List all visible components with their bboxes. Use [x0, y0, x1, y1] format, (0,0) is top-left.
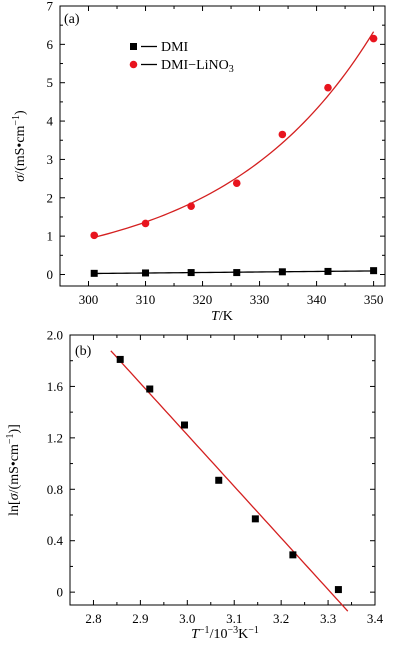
panel-b-fit-lines	[110, 350, 349, 612]
fit-line-series-0	[110, 350, 349, 612]
panel-b-frame	[69, 334, 376, 606]
x-tick-label: 3.3	[320, 611, 336, 626]
x-tick-label: 2.9	[132, 611, 148, 626]
data-point-circle	[187, 202, 195, 211]
data-point-square	[289, 551, 297, 559]
data-point-square	[142, 269, 150, 277]
panel-a-ticks: 300 310 320 330 340 350 0 1 2 3 4 5 6 7	[47, 0, 385, 307]
panel-b: 2.8 2.9 3.0 3.1 3.2 3.3 3.4 0 0.4 0.8 1.2 1.6 2.0 (b…	[5, 328, 384, 643]
panel-a-x-axis-title: T/K	[211, 309, 233, 324]
y-tick-label: 0.8	[47, 482, 63, 497]
y-tick-label: 6	[47, 37, 54, 52]
legend-dmi-lino3-label: DMI−LiNO3	[161, 58, 234, 75]
x-tick-label: 3.1	[226, 611, 242, 626]
x-tick-label: 350	[364, 292, 384, 307]
x-tick-label: 320	[193, 292, 213, 307]
data-point-square	[116, 355, 124, 363]
data-point-square	[324, 267, 332, 275]
y-tick-label: 0.4	[47, 533, 64, 548]
x-tick-label: 330	[250, 292, 270, 307]
panel-b-x-axis-title: T−1/10−3K−1	[191, 625, 259, 642]
data-point-circle	[90, 231, 99, 240]
panel-a: 300 310 320 330 340 350 0 1 2 3 4 5 6 7 (a) DMI DMI−L…	[11, 0, 386, 324]
y-tick-label: 7	[47, 0, 54, 14]
panel-b-label: (b)	[75, 344, 92, 359]
data-point-square	[146, 385, 154, 393]
panel-b-y-axis-title: ln[σ/(mS•cm−1)]	[5, 424, 22, 516]
panel-b-points	[116, 355, 342, 594]
data-point-square	[370, 267, 378, 275]
data-point-square	[180, 421, 188, 429]
panel-a-fit-lines	[94, 31, 375, 275]
x-tick-label: 310	[136, 292, 156, 307]
data-point-square	[187, 269, 195, 277]
x-tick-label: 3.2	[273, 611, 289, 626]
panel-a-label: (a)	[64, 12, 80, 27]
data-point-square	[233, 269, 241, 277]
panel-a-frame	[59, 5, 386, 287]
y-tick-label: 0	[47, 267, 54, 282]
data-point-square	[251, 515, 259, 523]
y-tick-label: 2.0	[47, 328, 63, 343]
data-point-circle	[324, 83, 332, 92]
y-tick-label: 4	[47, 114, 54, 129]
legend-dmi-marker	[130, 43, 137, 50]
data-point-square	[334, 586, 342, 594]
x-tick-label: 2.8	[85, 611, 101, 626]
data-point-circle	[232, 179, 241, 188]
y-tick-label: 0	[57, 585, 64, 600]
y-tick-label: 3	[47, 152, 54, 167]
data-point-square	[215, 476, 223, 484]
data-point-square	[278, 268, 286, 276]
y-tick-label: 2	[47, 190, 54, 205]
panel-a-legend: DMI DMI−LiNO3	[129, 40, 234, 75]
data-point-circle	[141, 219, 150, 228]
data-point-circle	[369, 34, 378, 43]
x-tick-label: 300	[79, 292, 99, 307]
y-tick-label: 1.6	[47, 379, 64, 394]
data-point-square	[90, 269, 98, 277]
data-point-circle	[278, 130, 287, 139]
legend-dmi-label: DMI	[161, 40, 189, 55]
fit-line-series-1	[94, 31, 375, 238]
panel-a-points	[90, 34, 378, 277]
y-tick-label: 1	[47, 229, 54, 244]
panel-b-ticks: 2.8 2.9 3.0 3.1 3.2 3.3 3.4 0 0.4 0.8 1.2 1.6 2.0	[47, 328, 384, 627]
y-tick-label: 1.2	[47, 430, 63, 445]
x-tick-label: 3.4	[367, 611, 384, 626]
x-tick-label: 340	[307, 292, 327, 307]
y-tick-label: 5	[47, 75, 54, 90]
legend-dmi-lino3-marker	[129, 60, 138, 69]
x-tick-label: 3.0	[179, 611, 195, 626]
panel-a-y-axis-title: σ/(mS•cm−1)	[11, 110, 28, 182]
